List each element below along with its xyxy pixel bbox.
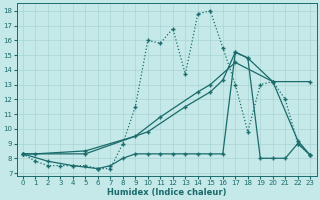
X-axis label: Humidex (Indice chaleur): Humidex (Indice chaleur) <box>107 188 226 197</box>
